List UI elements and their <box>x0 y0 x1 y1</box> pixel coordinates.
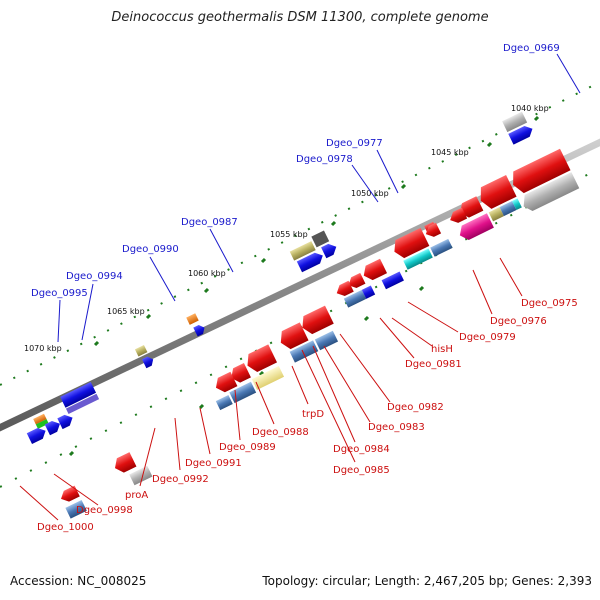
gene-label-dgeo-0982: Dgeo_0982 <box>387 402 444 413</box>
gene-reverse-red <box>114 452 137 473</box>
gene-forward-blue <box>508 126 533 145</box>
gene-forward-blue <box>26 428 46 445</box>
scale-label-1045: 1045 kbp <box>431 148 469 157</box>
gene-dgeo-0985 <box>361 285 376 299</box>
scale-label-1060: 1060 kbp <box>188 269 226 278</box>
gene-dgeo-0988 <box>302 305 334 335</box>
scale-label-1055: 1055 kbp <box>270 230 308 239</box>
topology-text: Topology: circular; Length: 2,467,205 bp… <box>262 574 592 588</box>
gene-label-trpd: trpD <box>302 409 324 420</box>
scale-label-1065: 1065 kbp <box>107 307 145 316</box>
gene-trpd <box>348 272 366 289</box>
gene-reverse-red <box>363 258 388 281</box>
gene-forward-blue <box>57 414 73 430</box>
gene-label-dgeo-0989: Dgeo_0989 <box>219 442 276 453</box>
gene-reverse-blue <box>381 271 404 290</box>
gene-dgeo-0995 <box>33 413 47 425</box>
gene-label-proa: proA <box>125 490 148 501</box>
gene-reverse-steel <box>314 330 339 351</box>
gene-forward-blue <box>321 243 337 259</box>
gene-reverse-red <box>215 371 238 393</box>
gene-dgeo-0984 <box>343 289 367 308</box>
gene-dgeo-0998 <box>129 465 153 486</box>
gene-forward-blue <box>296 252 323 273</box>
gene-label-hish: hisH <box>431 344 453 355</box>
gene-reverse-khaki <box>488 207 504 222</box>
gene-label-dgeo-0976: Dgeo_0976 <box>490 316 547 327</box>
gene-label-dgeo-0992: Dgeo_0992 <box>152 474 209 485</box>
gene-label-dgeo-0987: Dgeo_0987 <box>181 217 238 228</box>
scale-label-1040: 1040 kbp <box>511 104 549 113</box>
gene-label-dgeo-0983: Dgeo_0983 <box>368 422 425 433</box>
gene-reverse-red <box>231 362 251 383</box>
gene-reverse-red <box>61 485 80 502</box>
gene-label-dgeo-0985: Dgeo_0985 <box>333 465 390 476</box>
gene-dgeo-0982 <box>403 248 433 270</box>
gene-reverse-red <box>513 148 571 194</box>
gene-label-dgeo-0969: Dgeo_0969 <box>503 43 560 54</box>
gene-dgeo-0989 <box>289 340 319 363</box>
gene-dgeo-0987 <box>186 313 199 325</box>
gene-label-dgeo-0995: Dgeo_0995 <box>31 288 88 299</box>
top-labels: Dgeo_0969 Dgeo_0977 Dgeo_0978 Dgeo_0987 … <box>31 43 560 299</box>
gene-forward-blue <box>193 324 205 337</box>
gene-reverse-gray <box>523 172 580 212</box>
gene-dgeo-0991 <box>247 344 278 373</box>
gene-label-dgeo-0998: Dgeo_0998 <box>76 505 133 516</box>
gene-dgeo-0977 <box>311 230 330 248</box>
gene-dgeo-0990 <box>134 344 148 357</box>
gene-label-dgeo-0979: Dgeo_0979 <box>459 332 516 343</box>
gene-label-dgeo-0994: Dgeo_0994 <box>66 271 123 282</box>
gene-forward-purple <box>65 393 100 414</box>
scale-label-1070: 1070 kbp <box>24 344 62 353</box>
gene-label-dgeo-0984: Dgeo_0984 <box>333 444 390 455</box>
gene-reverse-red <box>425 222 442 237</box>
major-ticks <box>68 115 540 457</box>
gene-forward-green <box>35 419 49 429</box>
gene-dgeo-0994 <box>60 382 97 408</box>
gene-dgeo-0975 <box>480 175 517 209</box>
map-title: Deinococcus geothermalis DSM 11300, comp… <box>111 10 489 25</box>
bottom-labels: Dgeo_0975 Dgeo_0976 Dgeo_0979 hisH Dgeo_… <box>37 298 578 533</box>
gene-label-dgeo-0988: Dgeo_0988 <box>252 427 309 438</box>
gene-label-dgeo-1000: Dgeo_1000 <box>37 522 94 533</box>
gene-forward-blue <box>44 420 60 436</box>
gene-dgeo-0969 <box>502 111 528 133</box>
gene-dgeo-0979 <box>499 201 517 217</box>
gene-label-dgeo-0990: Dgeo_0990 <box>122 244 179 255</box>
gene-dgeo-0978 <box>289 241 316 261</box>
leader-lines-top <box>57 53 581 343</box>
gene-dgeo-0983 <box>430 238 453 257</box>
gene-label-dgeo-0975: Dgeo_0975 <box>521 298 578 309</box>
gene-reverse-red <box>460 196 484 218</box>
reverse-strand-genes <box>61 148 580 519</box>
scale-label-1050: 1050 kbp <box>351 189 389 198</box>
gene-reverse-cyan <box>512 198 522 211</box>
gene-reverse-red <box>450 207 468 223</box>
gene-dgeo-0981 <box>394 227 430 259</box>
accession-text: Accession: NC_008025 <box>10 574 147 588</box>
gene-forward-blue <box>141 356 154 369</box>
leader-lines-bottom <box>19 257 523 521</box>
gene-reverse-steel <box>215 395 233 411</box>
gene-label-dgeo-0977: Dgeo_0977 <box>326 138 383 149</box>
gene-label-dgeo-0978: Dgeo_0978 <box>296 154 353 165</box>
forward-strand-genes <box>26 111 533 445</box>
gene-reverse-red <box>280 322 309 350</box>
gene-reverse-red <box>336 280 354 296</box>
gene-dgeo-0976 <box>459 213 494 240</box>
gene-label-dgeo-0981: Dgeo_0981 <box>405 359 462 370</box>
gene-dgeo-1000 <box>65 499 87 519</box>
gene-dgeo-0992 <box>251 365 285 390</box>
gene-label-dgeo-0991: Dgeo_0991 <box>185 458 242 469</box>
